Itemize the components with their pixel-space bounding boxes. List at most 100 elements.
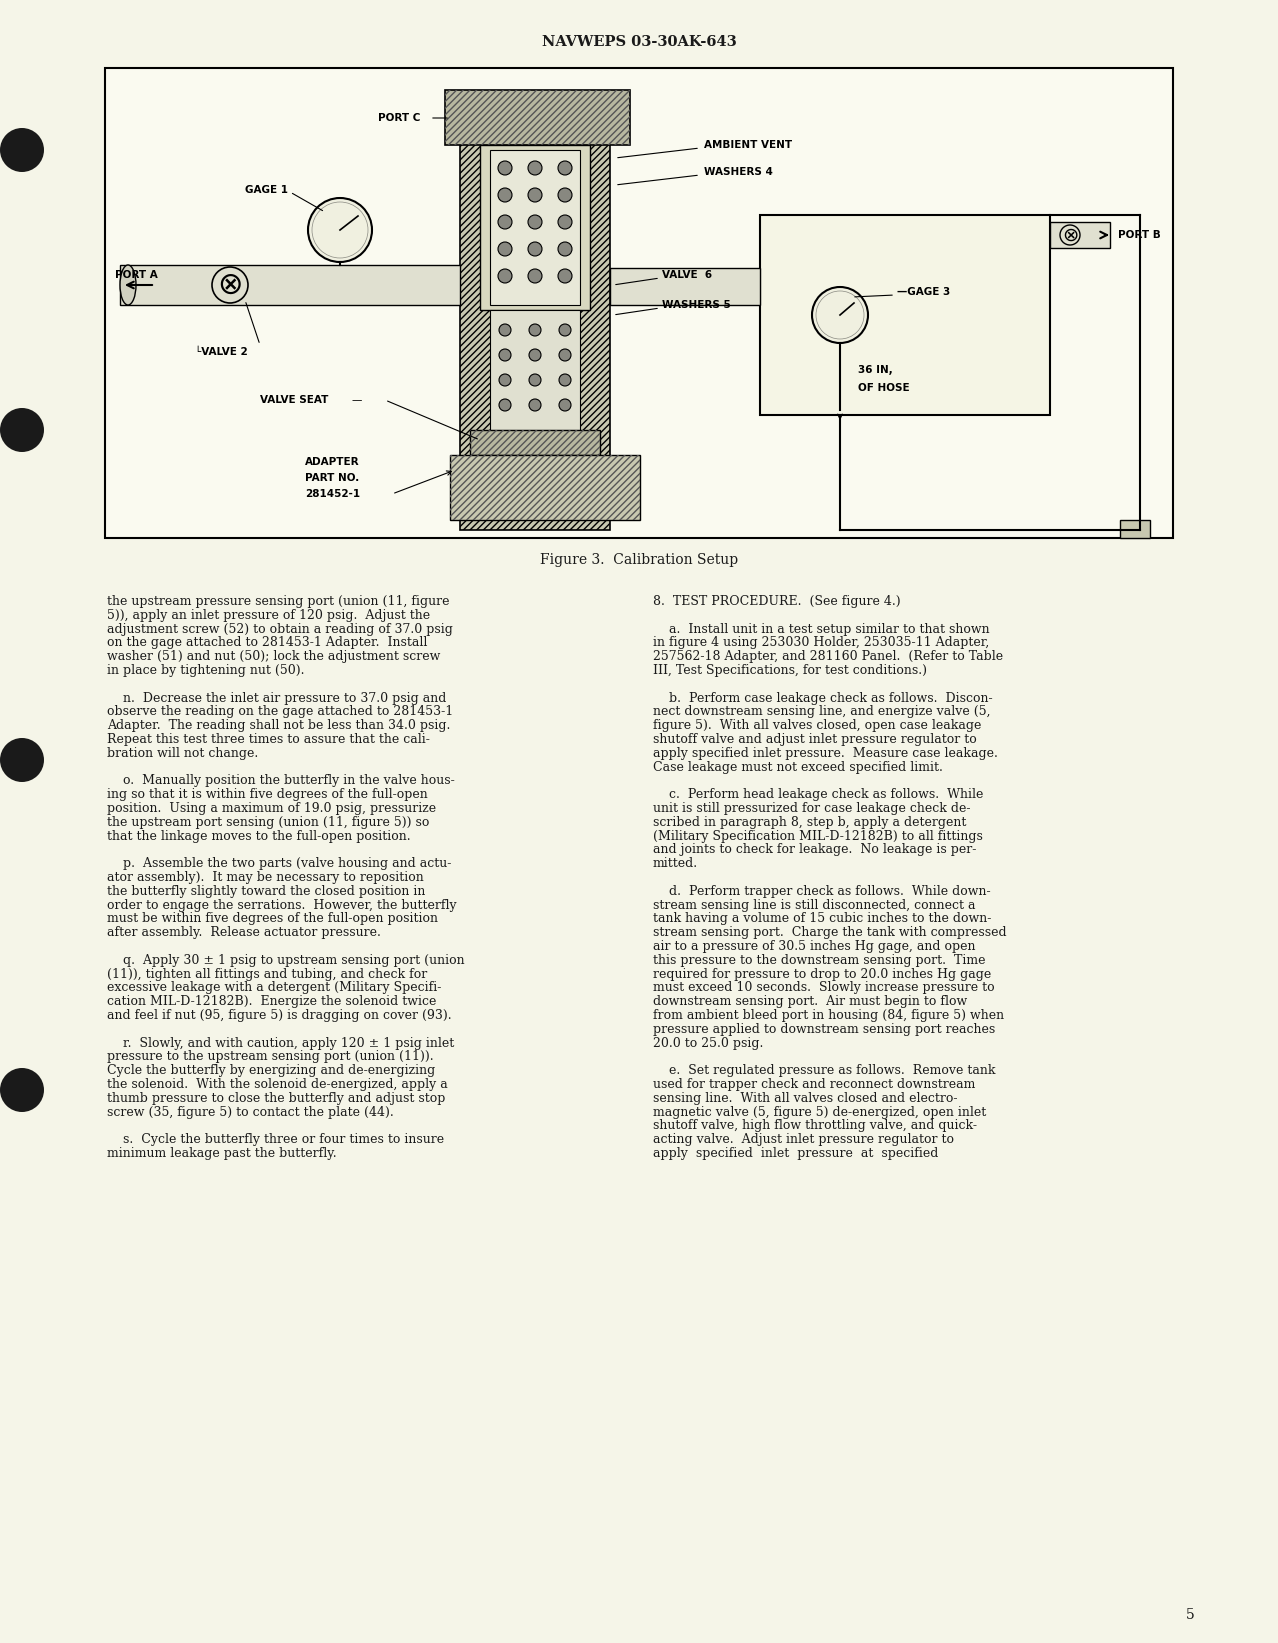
Text: Cycle the butterfly by energizing and de-energizing: Cycle the butterfly by energizing and de… <box>107 1065 436 1078</box>
Text: minimum leakage past the butterfly.: minimum leakage past the butterfly. <box>107 1147 336 1160</box>
Text: n.  Decrease the inlet air pressure to 37.0 psig and: n. Decrease the inlet air pressure to 37… <box>107 692 446 705</box>
Text: PORT A: PORT A <box>115 269 157 279</box>
Text: tank having a volume of 15 cubic inches to the down-: tank having a volume of 15 cubic inches … <box>653 912 992 925</box>
Text: the upstream port sensing (union (11, figure 5)) so: the upstream port sensing (union (11, fi… <box>107 817 429 828</box>
Text: in place by tightening nut (50).: in place by tightening nut (50). <box>107 664 304 677</box>
Bar <box>1051 222 1111 248</box>
Text: 281452-1: 281452-1 <box>305 490 360 499</box>
Text: NAVWEPS 03-30AK-643: NAVWEPS 03-30AK-643 <box>542 35 736 49</box>
Text: position.  Using a maximum of 19.0 psig, pressurize: position. Using a maximum of 19.0 psig, … <box>107 802 436 815</box>
Text: III, Test Specifications, for test conditions.): III, Test Specifications, for test condi… <box>653 664 927 677</box>
Bar <box>445 90 630 145</box>
Circle shape <box>498 215 512 228</box>
Text: d.  Perform trapper check as follows.  While down-: d. Perform trapper check as follows. Whi… <box>653 886 990 897</box>
Text: 8.  TEST PROCEDURE.  (See figure 4.): 8. TEST PROCEDURE. (See figure 4.) <box>653 595 901 608</box>
Bar <box>481 145 590 311</box>
Text: PORT C: PORT C <box>377 113 420 123</box>
Text: on the gage attached to 281453-1 Adapter.  Install: on the gage attached to 281453-1 Adapter… <box>107 636 427 649</box>
Text: figure 5).  With all valves closed, open case leakage: figure 5). With all valves closed, open … <box>653 720 982 733</box>
Text: e.  Set regulated pressure as follows.  Remove tank: e. Set regulated pressure as follows. Re… <box>653 1065 996 1078</box>
Text: required for pressure to drop to 20.0 inches Hg gage: required for pressure to drop to 20.0 in… <box>653 968 992 981</box>
Text: downstream sensing port.  Air must begin to flow: downstream sensing port. Air must begin … <box>653 996 967 1009</box>
Text: WASHERS 5: WASHERS 5 <box>662 301 731 311</box>
Circle shape <box>529 348 541 361</box>
Text: excessive leakage with a detergent (Military Specifi-: excessive leakage with a detergent (Mili… <box>107 981 441 994</box>
Circle shape <box>528 269 542 283</box>
Bar <box>489 150 580 306</box>
Text: order to engage the serrations.  However, the butterfly: order to engage the serrations. However,… <box>107 899 456 912</box>
Text: PORT B: PORT B <box>1118 230 1160 240</box>
Circle shape <box>0 407 43 452</box>
Text: that the linkage moves to the full-open position.: that the linkage moves to the full-open … <box>107 830 410 843</box>
Bar <box>450 455 640 519</box>
Circle shape <box>529 399 541 411</box>
Circle shape <box>0 738 43 782</box>
Text: 257562-18 Adapter, and 281160 Panel.  (Refer to Table: 257562-18 Adapter, and 281160 Panel. (Re… <box>653 651 1003 664</box>
Bar <box>470 430 599 455</box>
Circle shape <box>308 199 372 261</box>
Text: ⊗: ⊗ <box>1062 225 1079 245</box>
Text: thumb pressure to close the butterfly and adjust stop: thumb pressure to close the butterfly an… <box>107 1093 445 1104</box>
Text: ing so that it is within five degrees of the full-open: ing so that it is within five degrees of… <box>107 789 428 802</box>
Circle shape <box>528 215 542 228</box>
Text: AMBIENT VENT: AMBIENT VENT <box>704 140 792 150</box>
Bar <box>450 455 640 519</box>
Circle shape <box>498 348 511 361</box>
Text: scribed in paragraph 8, step b, apply a detergent: scribed in paragraph 8, step b, apply a … <box>653 817 966 828</box>
Text: in figure 4 using 253030 Holder, 253035-11 Adapter,: in figure 4 using 253030 Holder, 253035-… <box>653 636 989 649</box>
Text: mitted.: mitted. <box>653 858 698 871</box>
Text: —GAGE 3: —GAGE 3 <box>897 288 951 297</box>
Bar <box>445 90 630 145</box>
Text: OF HOSE: OF HOSE <box>858 383 910 393</box>
Circle shape <box>498 324 511 337</box>
Text: pressure to the upstream sensing port (union (11)).: pressure to the upstream sensing port (u… <box>107 1050 433 1063</box>
Bar <box>120 265 460 306</box>
Text: must be within five degrees of the full-open position: must be within five degrees of the full-… <box>107 912 438 925</box>
Circle shape <box>558 215 573 228</box>
Text: WASHERS 4: WASHERS 4 <box>704 168 773 177</box>
Text: stream sensing line is still disconnected, connect a: stream sensing line is still disconnecte… <box>653 899 975 912</box>
Text: 20.0 to 25.0 psig.: 20.0 to 25.0 psig. <box>653 1037 763 1050</box>
Circle shape <box>498 161 512 176</box>
Text: PART NO.: PART NO. <box>305 473 359 483</box>
Circle shape <box>498 187 512 202</box>
Text: Figure 3.  Calibration Setup: Figure 3. Calibration Setup <box>539 554 739 567</box>
Text: Repeat this test three times to assure that the cali-: Repeat this test three times to assure t… <box>107 733 429 746</box>
Text: o.  Manually position the butterfly in the valve hous-: o. Manually position the butterfly in th… <box>107 774 455 787</box>
Text: 5: 5 <box>1186 1608 1195 1622</box>
Circle shape <box>558 242 573 256</box>
Text: GAGE 1: GAGE 1 <box>245 186 288 196</box>
Bar <box>460 105 610 531</box>
Text: s.  Cycle the butterfly three or four times to insure: s. Cycle the butterfly three or four tim… <box>107 1134 445 1147</box>
Text: stream sensing port.  Charge the tank with compressed: stream sensing port. Charge the tank wit… <box>653 927 1007 940</box>
Text: from ambient bleed port in housing (84, figure 5) when: from ambient bleed port in housing (84, … <box>653 1009 1005 1022</box>
Text: —: — <box>351 394 363 406</box>
Circle shape <box>528 187 542 202</box>
Text: (Military Specification MIL-D-12182B) to all fittings: (Military Specification MIL-D-12182B) to… <box>653 830 983 843</box>
Text: observe the reading on the gage attached to 281453-1: observe the reading on the gage attached… <box>107 705 454 718</box>
Text: used for trapper check and reconnect downstream: used for trapper check and reconnect dow… <box>653 1078 975 1091</box>
Circle shape <box>498 375 511 386</box>
Bar <box>460 105 610 531</box>
Text: 36 IN,: 36 IN, <box>858 365 893 375</box>
Bar <box>470 430 599 455</box>
Circle shape <box>528 161 542 176</box>
Text: this pressure to the downstream sensing port.  Time: this pressure to the downstream sensing … <box>653 955 985 966</box>
Circle shape <box>529 324 541 337</box>
Bar <box>760 215 1051 416</box>
Text: bration will not change.: bration will not change. <box>107 748 258 759</box>
Text: sensing line.  With all valves closed and electro-: sensing line. With all valves closed and… <box>653 1093 957 1104</box>
Circle shape <box>558 269 573 283</box>
Text: VALVE SEAT: VALVE SEAT <box>259 394 328 406</box>
Text: unit is still pressurized for case leakage check de-: unit is still pressurized for case leaka… <box>653 802 970 815</box>
Circle shape <box>0 1068 43 1112</box>
Text: screw (35, figure 5) to contact the plate (44).: screw (35, figure 5) to contact the plat… <box>107 1106 394 1119</box>
Text: b.  Perform case leakage check as follows.  Discon-: b. Perform case leakage check as follows… <box>653 692 993 705</box>
Text: 5)), apply an inlet pressure of 120 psig.  Adjust the: 5)), apply an inlet pressure of 120 psig… <box>107 610 431 621</box>
Bar <box>1120 519 1150 537</box>
Text: pressure applied to downstream sensing port reaches: pressure applied to downstream sensing p… <box>653 1024 996 1035</box>
Text: and joints to check for leakage.  No leakage is per-: and joints to check for leakage. No leak… <box>653 843 976 856</box>
Circle shape <box>528 242 542 256</box>
Text: r.  Slowly, and with caution, apply 120 ± 1 psig inlet: r. Slowly, and with caution, apply 120 ±… <box>107 1037 454 1050</box>
Circle shape <box>498 399 511 411</box>
